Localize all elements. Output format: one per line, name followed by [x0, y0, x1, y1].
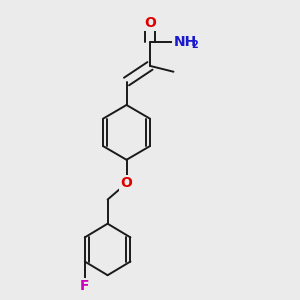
- Text: 2: 2: [191, 40, 197, 50]
- Text: NH: NH: [173, 35, 197, 50]
- Text: O: O: [144, 16, 156, 30]
- Text: O: O: [121, 176, 133, 190]
- Text: F: F: [80, 279, 89, 293]
